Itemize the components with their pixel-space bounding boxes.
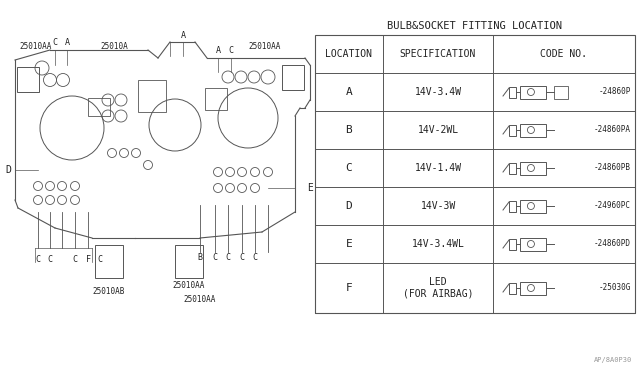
Text: C: C [239, 253, 244, 263]
Text: C: C [253, 253, 257, 263]
Bar [520, 161, 546, 174]
Bar [17, 67, 39, 92]
Bar [95, 245, 123, 278]
Bar [205, 88, 227, 110]
Bar [520, 199, 546, 212]
Text: B: B [198, 253, 202, 263]
Bar [509, 87, 516, 97]
Bar [520, 282, 546, 295]
Text: A: A [180, 31, 186, 39]
Text: C: C [212, 253, 218, 263]
Text: -24860PB: -24860PB [594, 163, 631, 171]
Text: 14V-1.4W: 14V-1.4W [415, 163, 461, 173]
Text: BULB&SOCKET FITTING LOCATION: BULB&SOCKET FITTING LOCATION [387, 21, 563, 31]
Text: LOCATION: LOCATION [326, 49, 372, 59]
Text: LED
(FOR AIRBAG): LED (FOR AIRBAG) [403, 277, 473, 299]
Text: 25010AA: 25010AA [19, 42, 51, 51]
Text: C: C [346, 163, 353, 173]
Text: F: F [86, 256, 90, 264]
Bar [554, 86, 568, 99]
Bar [282, 65, 304, 90]
Text: C: C [47, 256, 52, 264]
Text: 25010AA: 25010AA [184, 295, 216, 305]
Text: 14V-3W: 14V-3W [420, 201, 456, 211]
Bar [520, 86, 546, 99]
Text: D: D [5, 165, 11, 175]
Text: -25030G: -25030G [598, 282, 631, 292]
Bar [88, 98, 110, 116]
Text: AP/8A0P30: AP/8A0P30 [594, 357, 632, 363]
Text: -24860PA: -24860PA [594, 125, 631, 134]
Text: 25010AA: 25010AA [248, 42, 280, 51]
Bar [315, 35, 635, 313]
Bar [509, 282, 516, 294]
Text: CODE NO.: CODE NO. [541, 49, 588, 59]
Text: C: C [72, 256, 77, 264]
Text: A: A [65, 38, 70, 46]
Text: -24860PD: -24860PD [594, 238, 631, 247]
Bar [509, 238, 516, 250]
Bar [509, 201, 516, 212]
Text: SPECIFICATION: SPECIFICATION [400, 49, 476, 59]
Text: D: D [346, 201, 353, 211]
Text: -24960PC: -24960PC [594, 201, 631, 209]
Bar [509, 163, 516, 173]
Text: E: E [307, 183, 313, 193]
Text: A: A [346, 87, 353, 97]
Text: 25010AB: 25010AB [93, 288, 125, 296]
Text: A: A [216, 45, 221, 55]
Text: C: C [228, 45, 234, 55]
Bar [520, 124, 546, 137]
Bar [138, 80, 166, 112]
Text: 25010AA: 25010AA [173, 280, 205, 289]
Text: F: F [346, 283, 353, 293]
Text: 14V-2WL: 14V-2WL [417, 125, 459, 135]
Text: 25010A: 25010A [100, 42, 128, 51]
Bar [520, 237, 546, 250]
Text: B: B [346, 125, 353, 135]
Text: 14V-3.4W: 14V-3.4W [415, 87, 461, 97]
Text: C: C [35, 256, 40, 264]
Text: -24860P: -24860P [598, 87, 631, 96]
Bar [509, 125, 516, 135]
Text: C: C [52, 38, 58, 46]
Text: C: C [225, 253, 230, 263]
Bar [175, 245, 203, 278]
Text: 14V-3.4WL: 14V-3.4WL [412, 239, 465, 249]
Text: C: C [97, 256, 102, 264]
Text: E: E [346, 239, 353, 249]
